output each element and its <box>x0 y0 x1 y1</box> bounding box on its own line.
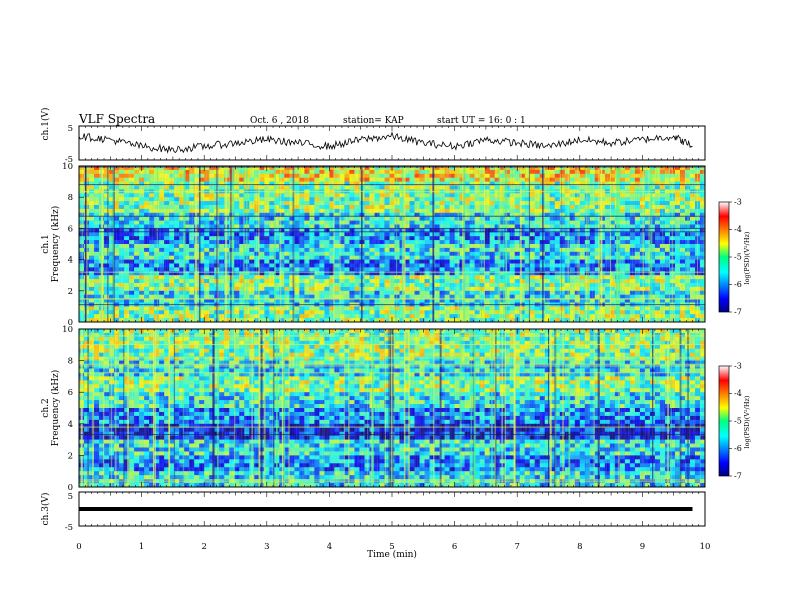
date-label: Oct. 6 , 2018 <box>250 116 309 126</box>
figure-title: VLF Spectra <box>78 112 155 126</box>
station-label: station= KAP <box>343 116 404 126</box>
start-time-label: start UT = 16: 0 : 1 <box>437 116 526 126</box>
ch1-wave-frame <box>78 125 706 161</box>
